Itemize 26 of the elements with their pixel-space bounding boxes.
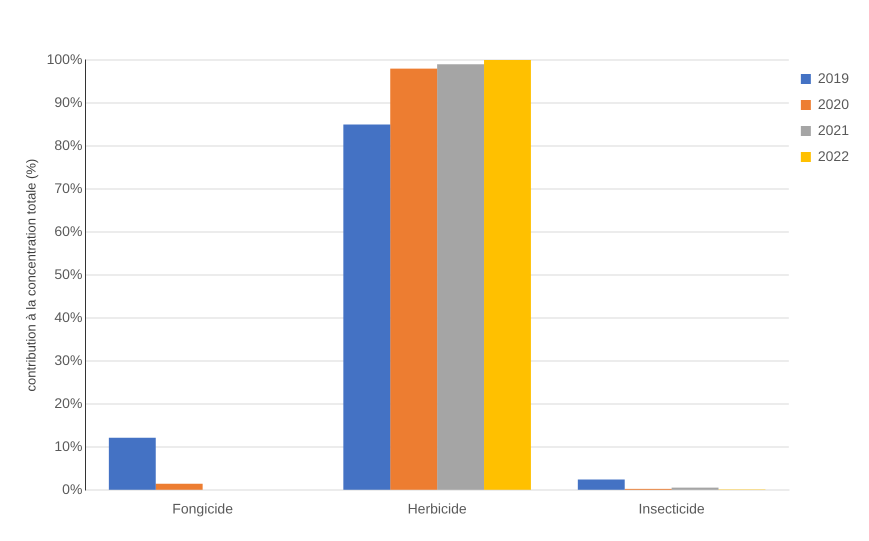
bar — [484, 60, 531, 490]
y-tick-label: 90% — [54, 94, 82, 110]
legend-label: 2022 — [818, 148, 850, 164]
legend-label: 2019 — [818, 70, 850, 86]
y-tick-label: 10% — [54, 438, 82, 454]
y-tick-label: 70% — [54, 180, 82, 196]
y-tick-label: 20% — [54, 395, 82, 412]
y-tick-label: 40% — [54, 308, 82, 325]
y-tick-label: 0% — [62, 481, 82, 498]
y-tick-label: 80% — [54, 136, 82, 153]
y-tick-label: 100% — [46, 50, 82, 67]
y-axis-title: contribution à la concentration totale (%) — [23, 158, 38, 392]
bar — [156, 484, 203, 490]
bar — [437, 64, 484, 490]
y-tick-label: 30% — [54, 352, 82, 368]
y-tick-label: 60% — [54, 222, 82, 239]
legend-label: 2020 — [818, 96, 850, 112]
bar — [578, 479, 625, 490]
x-tick-label: Herbicide — [408, 500, 467, 516]
x-tick-label: Insecticide — [638, 500, 705, 516]
bar — [108, 438, 156, 490]
y-tick-label: 50% — [54, 266, 82, 282]
bar — [343, 124, 390, 490]
x-tick-label: Fongicide — [172, 500, 234, 516]
bar — [390, 68, 438, 490]
legend-label: 2021 — [818, 122, 850, 138]
